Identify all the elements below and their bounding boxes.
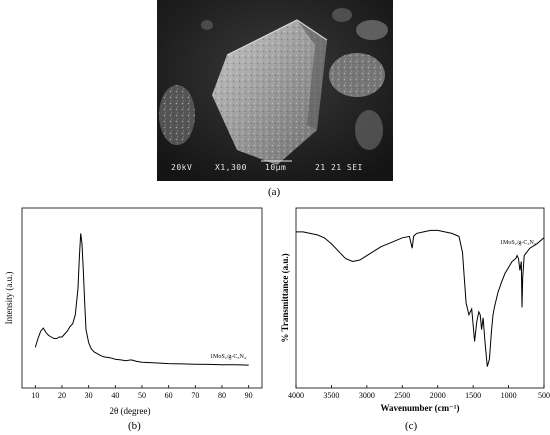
ftir-x-tick-label: 2000 — [430, 391, 446, 400]
xrd-x-axis-title: 2θ (degree) — [109, 406, 150, 416]
sem-voltage: 20kV — [171, 163, 192, 172]
sem-micrograph: 20kV X1,300 10μm 21 21 SEI — [157, 0, 393, 181]
xrd-x-tick-label: 20 — [58, 391, 66, 400]
ftir-x-tick-label: 1500 — [465, 391, 481, 400]
crystal-particle — [212, 19, 328, 165]
panel-label-a: (a) — [268, 186, 281, 198]
xrd-x-tick-label: 30 — [85, 391, 93, 400]
ftir-x-axis-title: Wavenumber (cm⁻¹) — [380, 403, 459, 413]
xrd-x-tick-label: 10 — [31, 391, 39, 400]
ftir-annotation: 1MoS₂/g-C₃N₄ — [500, 240, 536, 246]
xrd-chart: 10 20 30 40 50 60 70 80 90 1MoS₂/g-C₃N₄ 2θ (degr… — [4, 207, 263, 416]
xrd-x-tick-label: 50 — [138, 391, 146, 400]
panel-label-b: (b) — [128, 420, 141, 432]
xrd-frame — [21, 207, 263, 389]
xrd-x-ticks: 10 20 30 40 50 60 70 80 90 — [31, 385, 253, 400]
xrd-x-tick-label: 40 — [111, 391, 119, 400]
ftir-x-tick-label: 3500 — [323, 391, 339, 400]
panel-label-c: (c) — [405, 420, 418, 432]
xrd-x-tick-label: 60 — [165, 391, 173, 400]
xrd-annotation: 1MoS₂/g-C₃N₄ — [210, 354, 246, 360]
ftir-x-tick-label: 3000 — [359, 391, 375, 400]
sem-magnification: X1,300 — [215, 163, 247, 172]
xrd-y-axis-title: Intensity (a.u.) — [4, 272, 14, 325]
ftir-x-ticks: 4000 3500 3000 2500 2000 1500 1000 500 — [288, 385, 550, 400]
ftir-x-tick-label: 2500 — [394, 391, 410, 400]
sem-scale-label: 10μm — [265, 163, 286, 172]
sem-image: 20kV X1,300 10μm 21 21 SEI — [157, 0, 393, 181]
ftir-x-tick-label: 4000 — [288, 391, 304, 400]
xrd-x-tick-label: 80 — [218, 391, 226, 400]
ftir-series-line — [296, 229, 545, 367]
xrd-series-line — [34, 233, 249, 366]
ftir-x-tick-label: 1000 — [501, 391, 517, 400]
xrd-x-tick-label: 90 — [245, 391, 253, 400]
particle-clusters — [159, 8, 388, 150]
ftir-x-tick-label: 500 — [538, 391, 550, 400]
ftir-y-axis-title: % Transmittance (a.u.) — [280, 253, 290, 342]
ftir-frame — [295, 207, 545, 389]
ftir-chart: 4000 3500 3000 2500 2000 1500 1000 500 1MoS₂/g-… — [280, 207, 550, 413]
xrd-x-tick-label: 70 — [191, 391, 199, 400]
sem-code: 21 21 SEI — [315, 163, 363, 172]
